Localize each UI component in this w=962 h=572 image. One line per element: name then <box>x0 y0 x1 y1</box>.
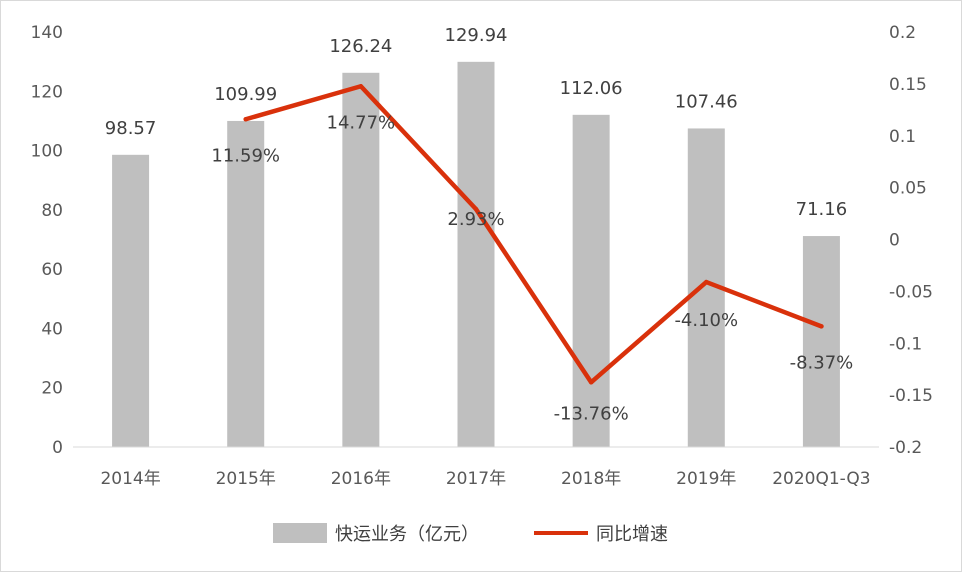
left-tick-label: 40 <box>41 319 63 339</box>
bar <box>802 236 840 447</box>
bar-data-label: 126.24 <box>329 36 392 57</box>
bar-data-label: 112.06 <box>560 78 623 99</box>
left-tick-label: 100 <box>31 142 63 162</box>
legend-label-line: 同比增速 <box>596 524 668 545</box>
right-tick-label: -0.05 <box>889 282 933 302</box>
right-tick-label: -0.15 <box>889 386 933 406</box>
bar <box>227 120 265 447</box>
right-axis-ticks: -0.2 -0.15 -0.1 -0.05 0 0.05 0.1 0.15 0.2 <box>889 23 933 458</box>
left-tick-label: 60 <box>41 260 63 280</box>
growth-line <box>243 84 824 385</box>
line-data-label: 2.93% <box>447 209 504 230</box>
legend-label-bar: 快运业务（亿元） <box>335 524 479 545</box>
line-data-label: -13.76% <box>554 403 629 424</box>
bar-data-label: 109.99 <box>214 84 277 105</box>
bar-data-label: 107.46 <box>675 91 738 112</box>
line-data-labels: 11.59% 14.77% 2.93% -13.76% -4.10% -8.37% <box>211 112 853 424</box>
bar <box>572 114 610 447</box>
right-tick-label: -0.2 <box>889 438 922 458</box>
right-tick-label: -0.1 <box>889 334 922 354</box>
x-tick-label: 2020Q1-Q3 <box>772 469 870 489</box>
line-point <box>588 380 594 385</box>
right-tick-label: 0.05 <box>889 179 927 199</box>
line-series <box>243 84 824 385</box>
bar-data-label: 98.57 <box>105 118 157 139</box>
x-tick-label: 2018年 <box>561 469 621 489</box>
left-axis-ticks: 0 20 40 60 80 100 120 140 <box>31 23 63 458</box>
legend-swatch-bar <box>273 523 327 543</box>
left-tick-label: 80 <box>41 201 63 221</box>
bar-data-label: 129.94 <box>445 25 508 46</box>
line-point <box>704 279 709 285</box>
x-axis-ticks: 2014年 2015年 2016年 2017年 2018年 2019年 2020Q1-Q3 <box>100 469 870 489</box>
line-point <box>358 84 364 89</box>
bar <box>112 154 150 447</box>
bar-series <box>112 61 840 448</box>
left-tick-label: 0 <box>52 438 63 458</box>
left-tick-label: 20 <box>41 379 63 399</box>
line-data-label: 11.59% <box>211 145 280 166</box>
line-data-label: 14.77% <box>327 112 396 133</box>
line-point <box>819 324 824 329</box>
bar-data-labels: 98.57 109.99 126.24 129.94 112.06 107.46 71.16 <box>105 25 847 220</box>
right-tick-label: 0.15 <box>889 75 927 95</box>
right-tick-label: 0.1 <box>889 127 916 147</box>
bar-data-label: 71.16 <box>796 199 848 220</box>
line-data-label: -8.37% <box>790 352 854 373</box>
x-tick-label: 2015年 <box>216 469 276 489</box>
left-tick-label: 120 <box>31 82 63 102</box>
right-tick-label: 0 <box>889 231 900 251</box>
line-point <box>243 117 248 122</box>
left-tick-label: 140 <box>31 23 63 43</box>
bar <box>342 72 380 447</box>
line-point <box>473 206 479 212</box>
legend: 快运业务（亿元） 同比增速 <box>273 523 668 545</box>
bar <box>457 61 495 448</box>
right-tick-label: 0.2 <box>889 23 916 43</box>
x-tick-label: 2016年 <box>331 469 391 489</box>
x-tick-label: 2017年 <box>446 469 506 489</box>
x-tick-label: 2019年 <box>676 469 736 489</box>
x-tick-label: 2014年 <box>100 469 160 489</box>
line-data-label: -4.10% <box>674 310 738 331</box>
